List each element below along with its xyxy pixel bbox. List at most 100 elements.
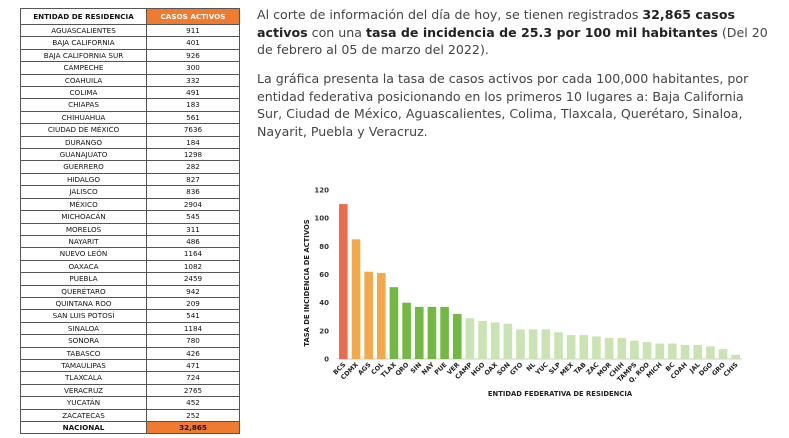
cases-cell: 252 (146, 408, 240, 423)
cases-cell: 827 (146, 172, 240, 187)
summary-rate-bold: tasa de incidencia de 25.3 por 100 mil h… (365, 24, 718, 40)
cases-cell: 541 (146, 309, 240, 323)
entity-cell: MÉXICO (20, 197, 147, 212)
cases-cell: 426 (146, 346, 240, 360)
cases-cell: 491 (146, 86, 240, 100)
cases-cell: 1184 (146, 321, 240, 336)
cases-cell: 471 (146, 358, 240, 373)
bar-yuc (541, 329, 551, 359)
cases-cell: 545 (146, 210, 240, 224)
entity-cell: JALISCO (20, 185, 147, 199)
bar-jal (693, 344, 703, 359)
bar-mor (604, 337, 614, 359)
entity-cell: TABASCO (20, 346, 147, 360)
x-tick-label: PUE (433, 361, 449, 377)
x-tick-label: GTO (508, 360, 525, 377)
bar-tlax (389, 287, 399, 359)
x-axis-label: ENTIDAD FEDERATIVA DE RESIDENCIA (488, 390, 633, 398)
summary-text-e: (Del 20 de febrero al 05 de marzo del 20… (257, 24, 768, 58)
table-row: MÉXICO 2904 (20, 197, 240, 212)
bar-mex (566, 335, 576, 359)
table-row: YUCATÁN 452 (20, 396, 240, 410)
cases-cell: 209 (146, 296, 240, 311)
summary-cases-bold: 32,865 casos activos (257, 7, 735, 40)
entity-cell: YUCATÁN (20, 396, 147, 410)
bar-gro (718, 349, 728, 359)
table-row: SINALOA 1184 (20, 321, 240, 336)
entity-cell: CAMPECHE (20, 61, 147, 75)
table-row: HIDALGO 827 (20, 172, 240, 187)
table-row: VERACRUZ 2765 (20, 383, 240, 398)
entity-cell: DURANGO (20, 135, 147, 150)
entity-cell: CHIHUAHUA (20, 110, 147, 125)
cases-cell: 401 (146, 36, 240, 50)
cases-cell: 780 (146, 334, 240, 348)
bar-oax (490, 322, 500, 359)
bar-col (376, 273, 386, 359)
table-row: CHIHUAHUA 561 (20, 110, 240, 125)
bar-nay (427, 306, 437, 359)
header-active-cases: CASOS ACTIVOS (146, 8, 240, 25)
cases-cell: 300 (146, 61, 240, 75)
table-total-row: NACIONAL 32,865 (20, 420, 240, 435)
bar-qroo (642, 342, 652, 359)
total-label: NACIONAL (20, 420, 147, 435)
y-axis-label: TASA DE INCIDENCIA DE ACTIVOS (303, 219, 311, 346)
entity-cell: COLIMA (20, 86, 147, 100)
bar-cdmx (351, 239, 361, 359)
bar-chis (731, 354, 740, 359)
entity-cell: SAN LUIS POTOSÍ (20, 309, 147, 323)
bar-ver (452, 313, 462, 359)
table-row: JALISCO 836 (20, 185, 240, 199)
y-tick-label: 20 (319, 327, 329, 335)
table-row: QUINTANA ROO 209 (20, 296, 240, 311)
table-row: MORELOS 311 (20, 222, 240, 236)
header-entity: ENTIDAD DE RESIDENCIA (20, 8, 147, 25)
cases-cell: 2459 (146, 272, 240, 286)
entity-cell: COAHUILA (20, 73, 147, 88)
entity-cell: PUEBLA (20, 272, 147, 286)
incidence-bar-chart: 0 20 40 60 80 100 120 BCSCDMXAGSCOLTLAXQROSINN… (303, 187, 742, 398)
bar-bc (668, 343, 677, 359)
bar-hgo (478, 320, 487, 359)
bar-coah (680, 344, 690, 359)
cases-cell: 2904 (146, 197, 240, 212)
cases-cell: 2765 (146, 383, 240, 398)
table-header-row: ENTIDAD DE RESIDENCIA CASOS ACTIVOS (20, 8, 240, 25)
table-body: AGUASCALIENTES 911 BAJA CALIFORNIA 401 BAJA … (20, 23, 240, 435)
table-row: PUEBLA 2459 (20, 272, 240, 286)
cases-cell: 332 (146, 73, 240, 88)
bar-zac (592, 336, 601, 359)
bar-ags (364, 271, 373, 359)
entity-cell: GUERRERO (20, 160, 147, 174)
cases-cell: 1164 (146, 247, 240, 261)
x-tick-label: TAB (572, 361, 587, 376)
entity-cell: SINALOA (20, 321, 147, 336)
entity-cell: NAYARIT (20, 234, 147, 249)
bar-gto (516, 329, 525, 359)
y-tick-label: 0 (324, 356, 329, 364)
bar-son (503, 323, 513, 359)
table-row: SONORA 780 (20, 334, 240, 348)
table-row: BAJA CALIFORNIA 401 (20, 36, 240, 50)
bar-qro (402, 302, 411, 359)
table-row: CHIAPAS 183 (20, 98, 240, 112)
entity-cell: SONORA (20, 334, 147, 348)
cases-cell: 836 (146, 185, 240, 199)
entity-cell: AGUASCALIENTES (20, 23, 147, 38)
y-tick-label: 120 (314, 187, 329, 195)
bar-nl (528, 329, 538, 359)
table-row: DURANGO 184 (20, 135, 240, 150)
summary-paragraph: Al corte de información del día de hoy, … (257, 6, 769, 59)
active-cases-table: ENTIDAD DE RESIDENCIA CASOS ACTIVOS AGUA… (20, 8, 240, 435)
entity-cell: MICHOACÁN (20, 210, 147, 224)
bar-sin (414, 306, 424, 359)
table-row: GUERRERO 282 (20, 160, 240, 174)
cases-cell: 282 (146, 160, 240, 174)
entity-cell: MORELOS (20, 222, 147, 236)
table-row: GUANAJUATO 1298 (20, 148, 240, 162)
cases-cell: 926 (146, 48, 240, 63)
cases-cell: 7636 (146, 123, 240, 137)
cases-cell: 311 (146, 222, 240, 236)
table-row: SAN LUIS POTOSÍ 541 (20, 309, 240, 323)
